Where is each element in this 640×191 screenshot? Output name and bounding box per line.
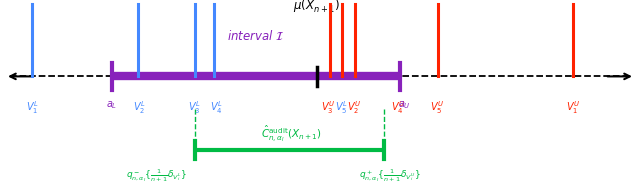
Text: $\hat{C}^{\mathrm{audit}}_{n,\alpha_I}(X_{n+1})$: $\hat{C}^{\mathrm{audit}}_{n,\alpha_I}(X… xyxy=(260,123,322,144)
Text: $V_1^L$: $V_1^L$ xyxy=(26,99,38,116)
Text: $V_4^U$: $V_4^U$ xyxy=(391,99,405,116)
Text: $a_L$: $a_L$ xyxy=(106,99,118,111)
Text: interval $\mathcal{I}$: interval $\mathcal{I}$ xyxy=(227,29,285,43)
Text: $V_3^L$: $V_3^L$ xyxy=(188,99,200,116)
Text: $V_5^U$: $V_5^U$ xyxy=(430,99,444,116)
Text: $V_5^L$: $V_5^L$ xyxy=(335,99,348,116)
Text: $V_2^L$: $V_2^L$ xyxy=(133,99,146,116)
Text: $V_3^U$: $V_3^U$ xyxy=(321,99,335,116)
Text: $\hat{\mu}(X_{n+1})$: $\hat{\mu}(X_{n+1})$ xyxy=(293,0,340,15)
Text: $q^+_{n,\alpha_I}\{\frac{1}{n+1}\delta_{V_i^U}\}$: $q^+_{n,\alpha_I}\{\frac{1}{n+1}\delta_{… xyxy=(360,167,421,184)
Text: $V_2^U$: $V_2^U$ xyxy=(348,99,362,116)
Text: $V_1^U$: $V_1^U$ xyxy=(566,99,580,116)
Text: $q^-_{n,\alpha_I}\{\frac{1}{n+1}\delta_{V_i^L}\}$: $q^-_{n,\alpha_I}\{\frac{1}{n+1}\delta_{… xyxy=(126,167,188,184)
Text: $a_U$: $a_U$ xyxy=(398,99,411,111)
Text: $V_4^L$: $V_4^L$ xyxy=(210,99,223,116)
